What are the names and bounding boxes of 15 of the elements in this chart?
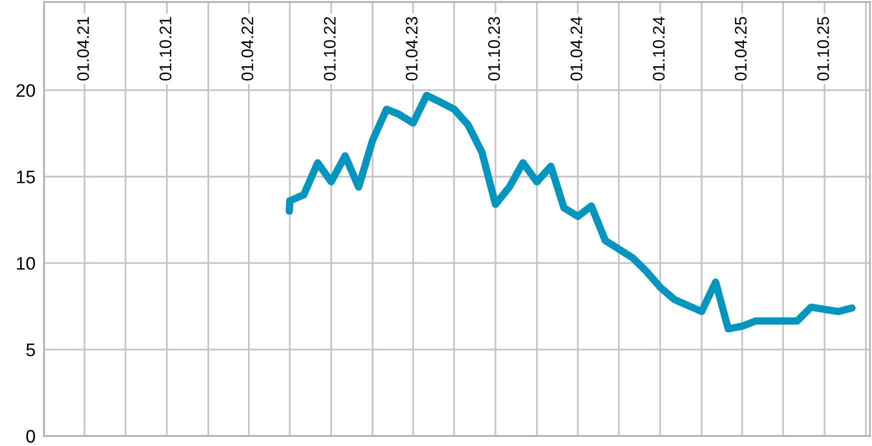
y-tick-label: 5: [26, 344, 35, 356]
x-tick-label: 01.04.24: [570, 16, 582, 81]
y-tick-label: 10: [16, 257, 35, 270]
x-tick-label: 01.04.25: [734, 16, 747, 81]
y-tick-label: 15: [16, 170, 35, 184]
x-tick-label: 01.04.22: [241, 17, 254, 81]
x-tick-label: 01.10.21: [160, 17, 172, 81]
x-tick-label: 01.04.23: [406, 17, 418, 81]
x-tick-label: 01.04.21: [77, 17, 89, 81]
y-tick-label: 20: [16, 84, 35, 97]
x-tick-label: 01.10.25: [817, 16, 830, 81]
y-tick-label: 0: [26, 430, 35, 443]
x-tick-label: 01.10.23: [488, 17, 500, 81]
x-tick-label: 01.10.24: [652, 16, 665, 81]
x-tick-label: 01.10.22: [324, 17, 336, 81]
